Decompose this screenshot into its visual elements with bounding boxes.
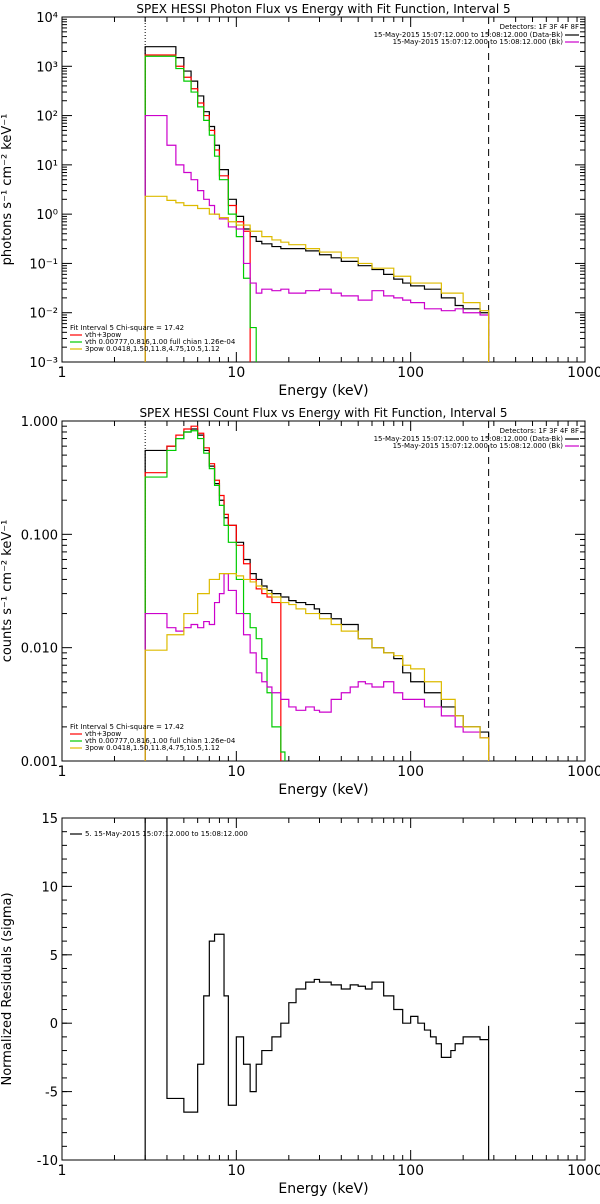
- x-tick-label: 100: [397, 1163, 424, 1179]
- y-axis-label: counts s⁻¹ cm⁻² keV⁻¹: [0, 520, 15, 663]
- series-line-1: [144, 818, 490, 1160]
- series-line-3: [144, 430, 286, 761]
- y-tick-label: 10⁴: [36, 11, 58, 26]
- legend-right-entry: 15-May-2015 15:07:12.000 to 15:08:12.000…: [374, 31, 564, 39]
- legend-fit-header: Fit Interval 5 Chi-square = 17.42: [70, 324, 184, 332]
- series-line-2: [144, 425, 282, 761]
- series-line-5: [144, 573, 490, 761]
- x-tick-label: 10: [227, 764, 245, 780]
- y-tick-label: 0.001: [21, 755, 58, 770]
- y-tick-label: 10⁰: [36, 208, 58, 223]
- x-tick-label: 1000: [567, 365, 600, 381]
- y-tick-label: 10³: [36, 60, 58, 75]
- legend-left-entry: vth 0.00777,0.816,1.00 full chian 1.26e-…: [85, 737, 236, 745]
- plot-frame: [61, 420, 586, 762]
- y-tick-label: 15: [41, 812, 58, 827]
- legend-left-entry: 3pow 0.0418,1.50,11.8,4.75,10.5,1.12: [85, 345, 220, 353]
- chart-panel-2: 1 10 100 1000 0.001 0.010 0.100 1.000 SPEX HESSI…: [0, 406, 600, 798]
- y-tick-label: 0: [50, 1017, 58, 1032]
- y-tick-label: 10⁻¹: [29, 257, 58, 272]
- chart-title: SPEX HESSI Count Flux vs Energy with Fit…: [139, 406, 507, 420]
- y-axis-label: Normalized Residuals (sigma): [0, 892, 15, 1085]
- legend-detectors: Detectors: 1F 3F 4F 8F: [500, 427, 579, 435]
- y-tick-label: 10: [41, 880, 58, 895]
- y-tick-label: 10²: [36, 110, 58, 125]
- y-tick-label: 10⁻²: [29, 307, 58, 322]
- x-tick-label: 100: [397, 764, 424, 780]
- series-line-1: [144, 46, 490, 362]
- legend-right-entry: 15-May-2015 15:07:12.000 to 15:08:12.000…: [393, 38, 564, 46]
- series-line-1: [144, 428, 490, 761]
- y-tick-label: 1.000: [21, 415, 58, 430]
- legend-fit-header: Fit Interval 5 Chi-square = 17.42: [70, 723, 184, 731]
- legend-right-entry: 15-May-2015 15:07:12.000 to 15:08:12.000…: [374, 435, 564, 443]
- y-tick-label: -10: [37, 1154, 58, 1169]
- x-tick-label: 1: [58, 764, 67, 780]
- y-tick-label: 10¹: [36, 159, 58, 174]
- chart-panel-3: 1 10 100 1000 -10 -5 0 5 10 15 Energy (keV) Normali…: [0, 812, 600, 1197]
- plot-frame: [61, 16, 586, 363]
- plot-frame: [61, 817, 586, 1161]
- chart-title: SPEX HESSI Photon Flux vs Energy with Fi…: [136, 2, 510, 16]
- x-tick-label: 1000: [567, 764, 600, 780]
- x-tick-label: 1: [58, 365, 67, 381]
- legend-left-entry: 5. 15-May-2015 15:07:12.000 to 15:08:12.…: [85, 830, 248, 838]
- legend-left-entry: vth+3pow: [85, 730, 121, 738]
- y-tick-label: 0.010: [21, 642, 58, 657]
- y-tick-label: -5: [45, 1086, 58, 1101]
- y-tick-label: 5: [50, 949, 58, 964]
- x-tick-label: 10: [227, 365, 245, 381]
- series-line-4: [144, 114, 490, 362]
- x-axis-label: Energy (keV): [278, 1181, 368, 1197]
- legend-detectors: Detectors: 1F 3F 4F 8F: [500, 23, 579, 31]
- x-tick-label: 1: [58, 1163, 67, 1179]
- x-tick-label: 10: [227, 1163, 245, 1179]
- x-axis-label: Energy (keV): [278, 383, 368, 399]
- legend-right-entry: 15-May-2015 15:07:12.000 to 15:08:12.000…: [393, 442, 564, 450]
- y-tick-label: 10⁻³: [29, 356, 58, 371]
- y-tick-label: 0.100: [21, 528, 58, 543]
- legend-left-entry: vth+3pow: [85, 331, 121, 339]
- series-line-5: [144, 195, 490, 362]
- legend-left-entry: vth 0.00777,0.816,1.00 full chian 1.26e-…: [85, 338, 236, 346]
- series-line-4: [144, 573, 490, 761]
- x-tick-label: 100: [397, 365, 424, 381]
- chart-panel-1: 1 10 100 1000 10⁻³ 10⁻² 10⁻¹ 10⁰ 10¹ 10² 10³ 10⁴ SPE…: [0, 2, 600, 399]
- x-tick-label: 1000: [567, 1163, 600, 1179]
- y-axis-label: photons s⁻¹ cm⁻² keV⁻¹: [0, 114, 15, 266]
- x-axis-label: Energy (keV): [278, 782, 368, 798]
- legend-left-entry: 3pow 0.0418,1.50,11.8,4.75,10.5,1.12: [85, 744, 220, 752]
